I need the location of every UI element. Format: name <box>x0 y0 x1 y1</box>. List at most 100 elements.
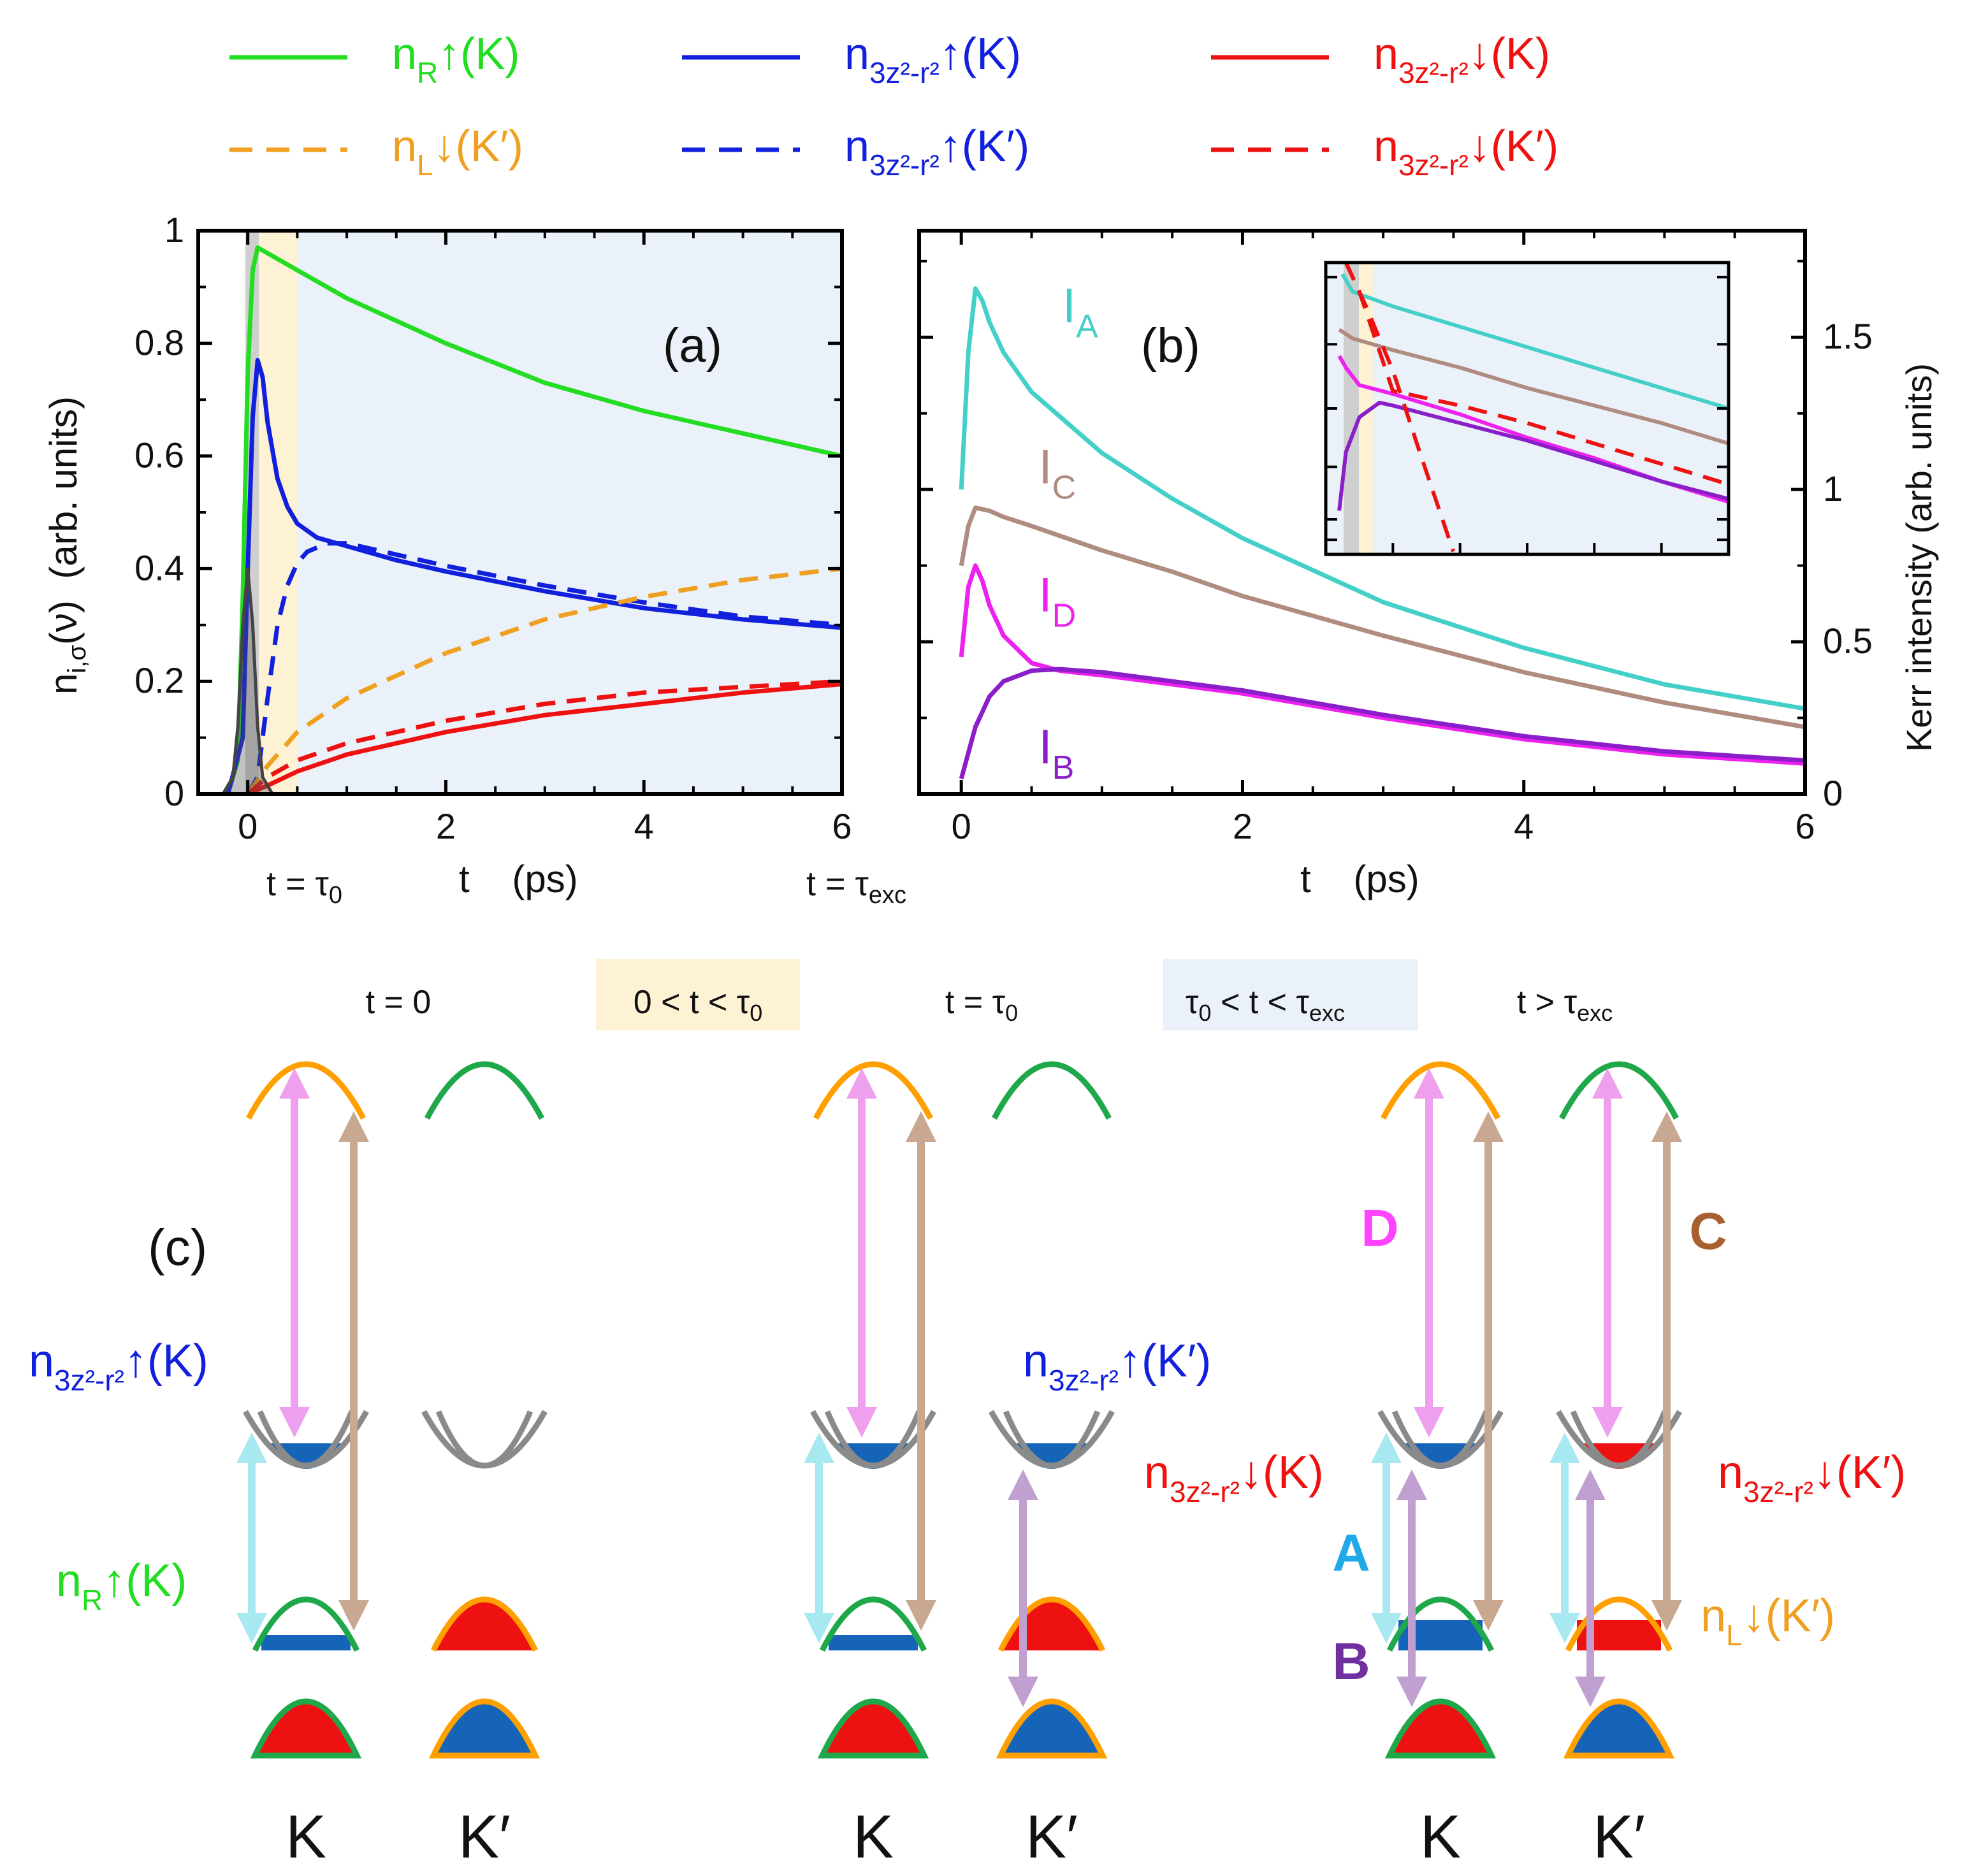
legend-text-nR_up_K: nR↑(K) <box>392 29 519 89</box>
series-(a)-0 <box>226 245 842 794</box>
ylabel-sub: i,σ <box>63 645 91 674</box>
cb-gray-2-Kp <box>435 1410 533 1469</box>
stage-t0-text: t = 0 <box>366 984 432 1021</box>
cb-top-band-orange <box>813 1061 933 1120</box>
series-inset-3 <box>1337 400 1729 511</box>
panel-b-label: (b) <box>1141 319 1200 373</box>
transition-label-B: B <box>1332 1633 1370 1691</box>
cb-top-band-green <box>1559 1061 1679 1120</box>
valley-label-3: K′ <box>1026 1803 1078 1871</box>
panel-c-label: (c) <box>148 1219 207 1276</box>
panel-a-shade-blue <box>245 231 842 794</box>
stage-tau0-exc: τ0 < t < τexc <box>1163 959 1418 1030</box>
legend-item-nR_up_K: nR↑(K) <box>229 29 519 89</box>
panel-b-xlabel: t (ps) <box>1300 858 1419 900</box>
valley-label-2: K <box>853 1803 894 1871</box>
vb-upper-K <box>819 1596 927 1652</box>
cb-gray-2-Kp <box>1003 1410 1101 1469</box>
label-IA: IA <box>1063 278 1098 345</box>
series-(a)-1 <box>226 357 842 794</box>
cb-top-band-green <box>992 1061 1112 1120</box>
vb-upper-K <box>252 1596 360 1652</box>
vb-upper-Kp <box>430 1596 539 1652</box>
stage-t0: t = 0 <box>366 984 432 1021</box>
cb-top-band-green <box>424 1061 544 1120</box>
vb-upper-Kp-line <box>430 1596 539 1652</box>
panel-b-chart: 0 2 4 600.511.5 (b) t (ps) Kerr intensity (… <box>917 229 1939 900</box>
series-inset-5 <box>1344 263 1455 552</box>
series-(a)-6 <box>221 566 274 794</box>
legend-text-n3z_dn_K: n3z²-r²↓(K) <box>1374 29 1550 89</box>
xtick-label: 0 <box>952 806 971 846</box>
panel-a-xlabel: t (ps) <box>459 858 578 900</box>
annot-t-tau0: t = τ0 <box>266 865 342 909</box>
ytick-label: 1 <box>164 210 184 250</box>
legend-item-n3z_up_K: n3z²-r²↑(K) <box>682 29 1021 89</box>
transition-label-A: A <box>1332 1524 1370 1582</box>
stage-0-tau0-text: 0 < t < τ0 <box>634 984 762 1026</box>
panel-b-inset <box>1324 261 1730 556</box>
vb-upper-K-hole <box>829 1635 918 1650</box>
ytick-label: 1.5 <box>1823 316 1873 356</box>
panel-a-ylabel: ni,σ(ν) (arb. units) <box>42 396 91 695</box>
bands-K-stage0 <box>236 1061 548 1759</box>
ytick-label: 0.6 <box>134 435 184 475</box>
stage-tau0-exc-bg <box>1163 959 1418 1030</box>
series-(b)-0 <box>959 286 1805 711</box>
legend-item-n3z_dn_Kp: n3z²-r²↓(K′) <box>1211 121 1558 182</box>
ytick-label: 1 <box>1823 468 1843 509</box>
svg-text:ni,σ(ν) (arb. units): ni,σ(ν) (arb. units) <box>42 396 91 695</box>
vb-lower-K <box>250 1698 362 1759</box>
legend-item-n3z_up_Kp: n3z²-r²↑(K′) <box>682 121 1029 182</box>
stage-after: t > τexc <box>1517 984 1613 1026</box>
vb-lower-K <box>1384 1698 1497 1759</box>
xtick-label: 4 <box>634 806 654 846</box>
transition-label-C: C <box>1689 1202 1727 1260</box>
bands-K-stage1 <box>804 1061 1115 1759</box>
annot-t-tauexc: t = τexc <box>806 865 906 909</box>
xtick-label: 6 <box>1795 806 1815 846</box>
vb-lower-Kp <box>1563 1698 1675 1759</box>
valley-label-0: K <box>286 1803 326 1871</box>
inset-bg-blue <box>1326 263 1729 554</box>
pop-label-nR_up_K: nR↑(K) <box>56 1555 187 1617</box>
label-IC: IC <box>1039 440 1077 507</box>
xtick-label: 2 <box>1233 806 1252 846</box>
xtick-label: 2 <box>436 806 456 846</box>
valley-label-1: K′ <box>458 1803 511 1871</box>
label-IB: IB <box>1039 720 1075 786</box>
pop-label-n3z_up_Kp: n3z²-r²↑(K′) <box>1023 1336 1211 1397</box>
xtick-label: 0 <box>238 806 258 846</box>
series-(a)-2 <box>245 541 842 794</box>
vb-upper-Kp <box>998 1596 1106 1652</box>
series-(b)-3 <box>959 667 1805 780</box>
ytick-label: 0.2 <box>134 660 184 700</box>
vb-upper-K <box>1386 1596 1495 1652</box>
inset-shade-gray <box>1344 263 1359 554</box>
legend-text-nL_dn_Kp: nL↓(K′) <box>392 121 523 182</box>
pop-label-n3z_dn_K: n3z²-r²↓(K) <box>1144 1447 1324 1508</box>
panel-b-frame <box>917 229 1807 796</box>
pop-label-n3z_up_K: n3z²-r²↑(K) <box>29 1336 208 1397</box>
xtick-label: 4 <box>1514 806 1534 846</box>
valley-label-5: K′ <box>1593 1803 1645 1871</box>
series-(b)-1 <box>959 505 1805 730</box>
ytick-label: 0 <box>164 773 184 813</box>
stage-tau0: t = τ0 <box>945 984 1018 1026</box>
panel-a-label: (a) <box>663 319 722 373</box>
stage-after-text: t > τexc <box>1517 984 1613 1026</box>
bands-K-stage2 <box>1371 1061 1682 1759</box>
vb-lower-Kp <box>428 1698 541 1759</box>
ytick-label: 0.4 <box>134 547 184 588</box>
stage-0-tau0: 0 < t < τ0 <box>596 959 800 1030</box>
series-(a)-4 <box>246 679 842 794</box>
stage-tau0-exc-text: τ0 < t < τexc <box>1186 984 1345 1026</box>
legend-text-n3z_up_Kp: n3z²-r²↑(K′) <box>845 121 1029 182</box>
inset-shade-yellow <box>1359 263 1373 554</box>
panel-c-diagram: (c) t = 0 0 < t < τ0 t = τ0 τ0 < t < τexc t … <box>29 959 1906 1871</box>
ytick-label: 0.5 <box>1823 621 1873 661</box>
panel-b-ylabel: Kerr intensity (arb. units) <box>1899 363 1939 752</box>
ylabel-rest: (ν) (arb. units) <box>42 396 85 645</box>
series-(a)-3 <box>245 566 842 794</box>
